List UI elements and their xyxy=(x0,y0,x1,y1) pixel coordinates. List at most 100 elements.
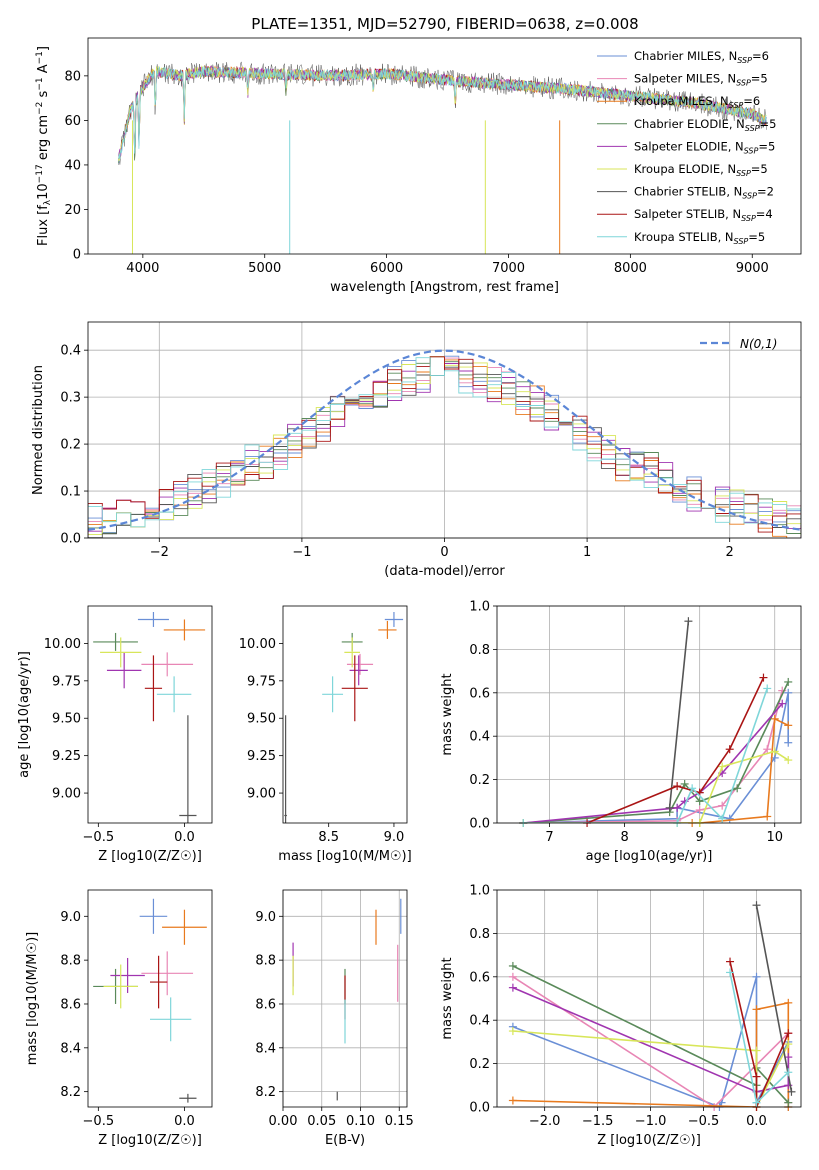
y-tick-label: 0.0 xyxy=(469,1101,490,1116)
x-tick-label: 0.00 xyxy=(269,1114,298,1129)
x-tick-label: 9 xyxy=(696,830,704,845)
legend-entry: Salpeter ELODIE, NSSP=5 xyxy=(634,139,775,155)
y-tick-label: 8.8 xyxy=(255,954,276,969)
legend-entry: Salpeter STELIB, NSSP=4 xyxy=(634,207,773,223)
x-axis-label: Z [log10(Z/Z☉)] xyxy=(98,1133,202,1148)
x-tick-label: 0 xyxy=(440,545,448,560)
figure-title: PLATE=1351, MJD=52790, FIBERID=0638, z=0… xyxy=(251,15,638,33)
legend-sub: SSP xyxy=(736,169,751,178)
legend-sub: SSP xyxy=(745,124,760,133)
y-tick-label: 0.0 xyxy=(60,532,81,547)
legend-name: Kroupa STELIB, N xyxy=(634,230,734,244)
y-tick-label: 0.0 xyxy=(469,817,490,832)
y-tick-label: 9.50 xyxy=(247,712,276,727)
y-tick-label: 9.00 xyxy=(52,787,81,802)
legend-entry: Kroupa ELODIE, NSSP=5 xyxy=(634,162,768,178)
y-label-part: s xyxy=(36,90,51,101)
x-tick-label: −0.5 xyxy=(83,1114,115,1129)
x-tick-label: −1.0 xyxy=(635,1114,667,1129)
legend-name: Salpeter STELIB, N xyxy=(634,207,741,221)
legend-name: Salpeter ELODIE, N xyxy=(634,139,744,153)
y-label-part: 10 xyxy=(36,183,51,200)
x-axis-label: E(B-V) xyxy=(325,1133,365,1148)
weight-vs-age-panel: 7 8 9 10 0.0 0.2 0.4 0.6 0.8 1.0 age [log10(age/yr… xyxy=(440,600,802,864)
weight-series-line xyxy=(523,688,768,823)
legend-name: Kroupa ELODIE, N xyxy=(634,162,736,176)
y-tick-label: 9.50 xyxy=(52,712,81,727)
y-tick-label: 0.6 xyxy=(469,686,490,701)
y-tick-label: 9.0 xyxy=(60,910,81,925)
legend-count: =6 xyxy=(743,94,760,108)
y-tick-label: 1.0 xyxy=(469,600,490,615)
x-tick-label: 8 xyxy=(620,830,628,845)
x-axis-label: (data-model)/error xyxy=(384,564,505,579)
x-tick-label: 6000 xyxy=(370,261,403,276)
legend-sub: SSP xyxy=(734,237,749,246)
legend-name: Chabrier STELIB, N xyxy=(634,185,742,199)
y-tick-label: 8.6 xyxy=(60,997,81,1012)
x-tick-label: 9000 xyxy=(736,261,769,276)
x-axis-label: Z [log10(Z/Z☉)] xyxy=(98,849,202,864)
y-label-sup: −1 xyxy=(35,77,45,90)
gaussian-reference-curve xyxy=(88,349,801,531)
y-axis-label: mass weight xyxy=(440,957,455,1039)
legend-entry: Chabrier MILES, NSSP=6 xyxy=(634,49,769,65)
y-tick-label: 0.1 xyxy=(60,485,81,500)
y-axis-label: mass weight xyxy=(440,673,455,755)
legend-count: =6 xyxy=(752,49,769,63)
x-tick-label: 0.0 xyxy=(746,1114,767,1129)
weight-vs-metallicity-panel: −2.0 −1.5 −1.0 −0.5 0.0 0.0 0.2 0.4 0.6 0.8 1.0 Z [… xyxy=(440,884,802,1148)
weight-series-line xyxy=(523,681,789,823)
legend-sub: SSP xyxy=(744,146,759,155)
y-tick-label: 8.2 xyxy=(60,1085,81,1100)
residual-histogram-panel: −2 −1 0 1 2 0.0 0.1 0.2 0.3 0.4 (data-model)/error… xyxy=(31,321,802,579)
x-tick-label: 1 xyxy=(583,545,591,560)
y-tick-label: 8.4 xyxy=(60,1041,81,1056)
histogram-series-step xyxy=(88,357,801,528)
y-label-part: A xyxy=(36,64,51,77)
legend-entry: Kroupa STELIB, NSSP=5 xyxy=(634,230,765,246)
y-tick-label: 9.00 xyxy=(247,787,276,802)
y-label-sup: −1 xyxy=(35,51,45,64)
x-axis-label: age [log10(age/yr)] xyxy=(586,849,713,864)
x-tick-label: 7 xyxy=(545,830,553,845)
y-tick-label: 10.00 xyxy=(44,637,81,652)
axes-frame xyxy=(496,605,802,824)
x-tick-label: 9.0 xyxy=(384,830,405,845)
legend-sub: SSP xyxy=(737,56,752,65)
y-tick-label: 10.00 xyxy=(239,637,276,652)
y-tick-label: 40 xyxy=(64,158,81,173)
legend-name: Kroupa MILES, N xyxy=(634,94,729,108)
y-tick-label: 0 xyxy=(73,248,81,263)
weight-series-line xyxy=(668,621,690,808)
y-tick-label: 9.75 xyxy=(52,674,81,689)
y-label-sub: λ xyxy=(43,199,53,205)
x-tick-label: 4000 xyxy=(126,261,159,276)
mass-vs-metallicity-panel: −0.5 0.0 8.2 8.4 8.6 8.8 9.0 Z [log10(Z/Z☉)] mas… xyxy=(25,889,213,1148)
y-tick-label: 0.2 xyxy=(469,773,490,788)
weight-series-line xyxy=(729,961,790,1107)
x-tick-label: 2 xyxy=(726,545,734,560)
legend-entry: Chabrier ELODIE, NSSP=5 xyxy=(634,117,776,133)
y-label-part: erg cm xyxy=(36,115,51,164)
spectrum-series-line xyxy=(118,61,767,165)
y-tick-label: 8.2 xyxy=(255,1085,276,1100)
y-tick-label: 0.3 xyxy=(60,391,81,406)
x-tick-label: 5000 xyxy=(248,261,281,276)
x-tick-label: −2 xyxy=(150,545,169,560)
legend-count: =5 xyxy=(748,230,765,244)
y-tick-label: 9.75 xyxy=(247,674,276,689)
y-tick-label: 8.6 xyxy=(255,997,276,1012)
x-tick-label: −1.5 xyxy=(582,1114,614,1129)
x-tick-label: 0.15 xyxy=(385,1114,414,1129)
legend-entry: Chabrier STELIB, NSSP=2 xyxy=(634,185,774,201)
x-tick-label: −0.5 xyxy=(688,1114,720,1129)
legend-name: Chabrier ELODIE, N xyxy=(634,117,745,131)
spectrum-panel: 4000 5000 6000 7000 8000 9000 0 20 40 60 80 wavelen… xyxy=(35,37,802,295)
legend-count: =5 xyxy=(751,72,768,86)
y-tick-label: 0.6 xyxy=(469,970,490,985)
legend-count: =2 xyxy=(757,185,774,199)
weight-series-line xyxy=(523,703,783,823)
y-tick-label: 0.4 xyxy=(469,1014,490,1029)
